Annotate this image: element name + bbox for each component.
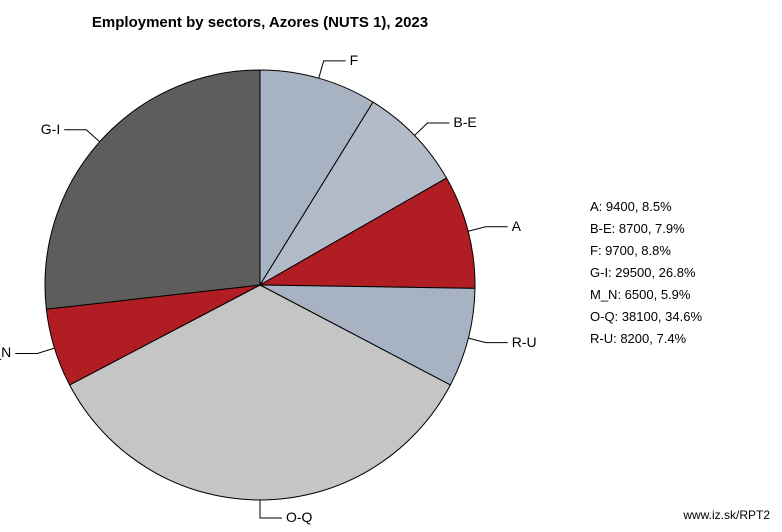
legend-item-3: G-I: 29500, 26.8% [590,262,702,284]
slice-label-M_N: M_N [0,344,11,360]
label-line-O-Q [260,500,282,518]
legend-item-2: F: 9700, 8.8% [590,240,702,262]
pie-slice-G-I [45,70,260,309]
label-line-R-U [468,338,507,342]
legend-item-4: M_N: 6500, 5.9% [590,284,702,306]
slice-label-F: F [350,52,359,68]
label-line-F [319,61,346,78]
slice-label-R-U: R-U [512,334,537,350]
legend-item-5: O-Q: 38100, 34.6% [590,306,702,328]
legend-item-1: B-E: 8700, 7.9% [590,218,702,240]
legend-item-0: A: 9400, 8.5% [590,196,702,218]
slice-label-G-I: G-I [41,121,60,137]
chart-container: Employment by sectors, Azores (NUTS 1), … [0,0,782,532]
label-line-A [468,227,507,231]
slice-label-O-Q: O-Q [286,509,312,525]
label-line-G-I [64,130,99,142]
slice-label-B-E: B-E [453,114,476,130]
legend-item-6: R-U: 8200, 7.4% [590,328,702,350]
legend: A: 9400, 8.5%B-E: 8700, 7.9%F: 9700, 8.8… [590,196,702,350]
label-line-B-E [415,123,450,136]
watermark: www.iz.sk/RPT2 [683,508,770,522]
slice-label-A: A [512,218,521,234]
label-line-M_N [15,348,54,353]
